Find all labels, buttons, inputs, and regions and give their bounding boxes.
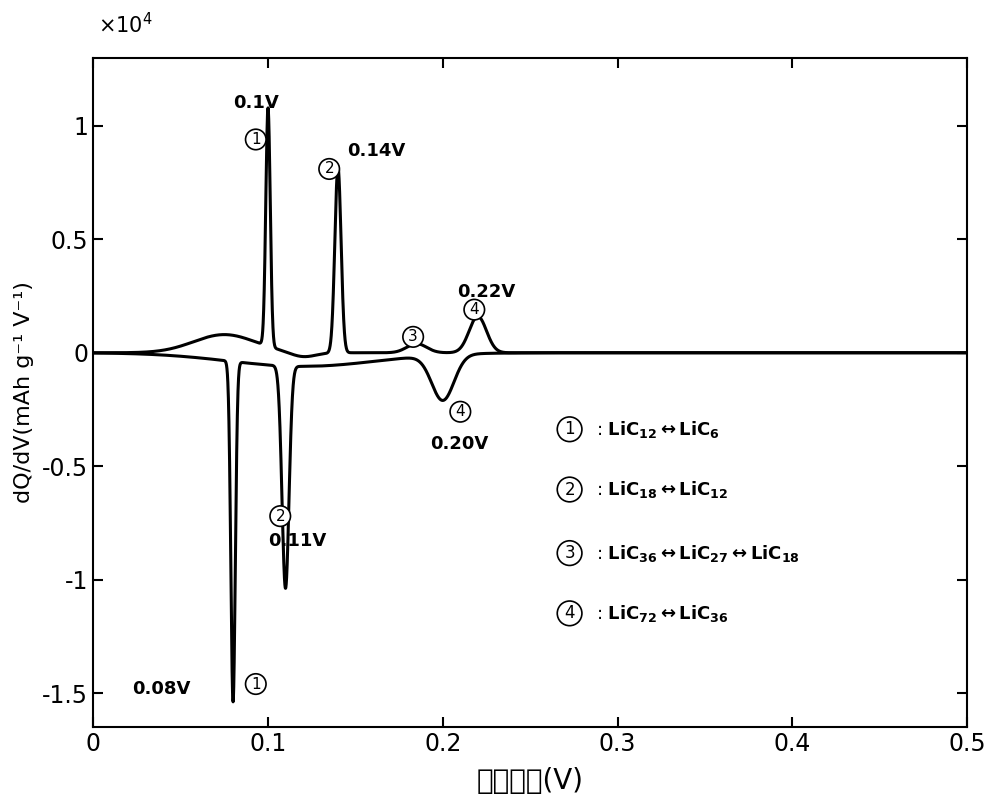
Text: 3: 3 xyxy=(408,329,418,345)
Text: 2: 2 xyxy=(564,481,575,498)
Text: 2: 2 xyxy=(275,509,285,523)
Text: 3: 3 xyxy=(564,544,575,562)
Text: 1: 1 xyxy=(251,132,261,147)
Text: : $\mathbf{LiC_{36} \leftrightarrow LiC_{27} \leftrightarrow LiC_{18}}$: : $\mathbf{LiC_{36} \leftrightarrow LiC_… xyxy=(596,543,800,564)
Text: : $\mathbf{LiC_{72} \leftrightarrow LiC_{36}}$: : $\mathbf{LiC_{72} \leftrightarrow LiC_… xyxy=(596,603,729,624)
Text: 2: 2 xyxy=(324,162,334,176)
Text: 0.08V: 0.08V xyxy=(132,680,190,697)
Text: 1: 1 xyxy=(251,676,261,692)
X-axis label: 对锂电位(V): 对锂电位(V) xyxy=(477,767,584,795)
Text: 4: 4 xyxy=(564,604,575,622)
Y-axis label: dQ/dV(mAh g⁻¹ V⁻¹): dQ/dV(mAh g⁻¹ V⁻¹) xyxy=(14,282,34,503)
Text: 0.22V: 0.22V xyxy=(457,282,515,301)
Text: : $\mathbf{LiC_{12} \leftrightarrow LiC_{6}}$: : $\mathbf{LiC_{12} \leftrightarrow LiC_… xyxy=(596,419,720,440)
Text: 0.1V: 0.1V xyxy=(233,94,279,112)
Text: 4: 4 xyxy=(469,302,479,317)
Text: 0.11V: 0.11V xyxy=(268,532,326,550)
Text: 0.14V: 0.14V xyxy=(347,142,405,160)
Text: 0.20V: 0.20V xyxy=(431,434,489,452)
Text: 4: 4 xyxy=(456,404,465,419)
Text: : $\mathbf{LiC_{18} \leftrightarrow LiC_{12}}$: : $\mathbf{LiC_{18} \leftrightarrow LiC_… xyxy=(596,479,728,500)
Text: $\times 10^4$: $\times 10^4$ xyxy=(98,12,152,38)
Text: 1: 1 xyxy=(564,420,575,438)
